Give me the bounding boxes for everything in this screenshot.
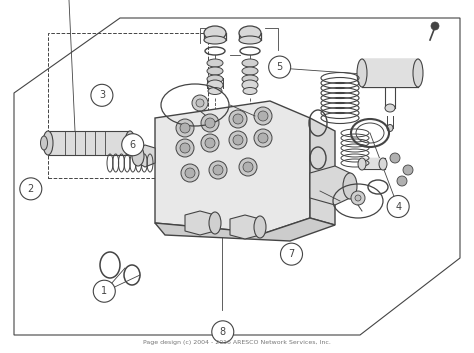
Bar xyxy=(362,158,383,169)
Circle shape xyxy=(403,165,413,175)
Ellipse shape xyxy=(40,136,47,150)
Text: 2: 2 xyxy=(27,184,34,194)
Ellipse shape xyxy=(207,75,223,83)
Ellipse shape xyxy=(132,146,144,166)
Ellipse shape xyxy=(207,59,223,67)
Circle shape xyxy=(355,195,361,201)
Circle shape xyxy=(176,139,194,157)
Text: 5: 5 xyxy=(276,62,283,72)
Ellipse shape xyxy=(43,131,53,155)
Circle shape xyxy=(91,84,113,106)
Ellipse shape xyxy=(204,26,226,40)
Text: 1: 1 xyxy=(101,286,107,296)
Ellipse shape xyxy=(239,36,261,44)
Circle shape xyxy=(212,321,234,343)
Text: Page design (c) 2004 - 2016 ARESCO Network Services, Inc.: Page design (c) 2004 - 2016 ARESCO Netwo… xyxy=(143,340,331,345)
Circle shape xyxy=(122,134,144,156)
Ellipse shape xyxy=(204,36,226,44)
Ellipse shape xyxy=(239,26,261,40)
Circle shape xyxy=(258,133,268,143)
Polygon shape xyxy=(14,18,460,335)
Ellipse shape xyxy=(379,158,387,170)
Circle shape xyxy=(258,111,268,121)
Circle shape xyxy=(281,243,302,265)
Circle shape xyxy=(93,280,115,302)
Circle shape xyxy=(209,161,227,179)
Circle shape xyxy=(201,114,219,132)
Circle shape xyxy=(397,176,407,186)
Ellipse shape xyxy=(242,75,258,83)
Circle shape xyxy=(205,118,215,128)
Ellipse shape xyxy=(242,67,258,75)
Bar xyxy=(48,131,130,155)
Text: 4: 4 xyxy=(395,202,401,211)
Ellipse shape xyxy=(207,67,223,75)
Circle shape xyxy=(254,129,272,147)
Circle shape xyxy=(351,191,365,205)
Ellipse shape xyxy=(242,59,258,67)
Circle shape xyxy=(229,110,247,128)
Circle shape xyxy=(180,123,190,133)
Circle shape xyxy=(205,138,215,148)
Circle shape xyxy=(192,95,208,111)
Text: 6: 6 xyxy=(130,140,136,150)
Ellipse shape xyxy=(413,59,423,87)
Polygon shape xyxy=(185,211,215,235)
Ellipse shape xyxy=(243,88,257,95)
Ellipse shape xyxy=(385,104,395,112)
Ellipse shape xyxy=(128,134,138,152)
Circle shape xyxy=(20,178,42,200)
Circle shape xyxy=(233,135,243,145)
Polygon shape xyxy=(230,215,260,239)
Polygon shape xyxy=(155,101,310,233)
Circle shape xyxy=(213,165,223,175)
Circle shape xyxy=(201,134,219,152)
Circle shape xyxy=(233,114,243,124)
Polygon shape xyxy=(155,218,335,241)
Polygon shape xyxy=(138,145,155,167)
Ellipse shape xyxy=(242,80,258,90)
Circle shape xyxy=(243,162,253,172)
Ellipse shape xyxy=(208,88,222,95)
Text: 8: 8 xyxy=(220,327,226,337)
Circle shape xyxy=(387,196,409,217)
Circle shape xyxy=(239,158,257,176)
Ellipse shape xyxy=(387,125,393,132)
Polygon shape xyxy=(310,118,335,225)
Circle shape xyxy=(431,22,439,30)
Ellipse shape xyxy=(207,80,223,90)
Ellipse shape xyxy=(209,212,221,234)
Text: 7: 7 xyxy=(288,249,295,259)
Circle shape xyxy=(229,131,247,149)
Text: 3: 3 xyxy=(99,90,105,100)
Circle shape xyxy=(196,99,204,107)
Circle shape xyxy=(269,56,291,78)
Ellipse shape xyxy=(254,216,266,238)
Circle shape xyxy=(254,107,272,125)
Circle shape xyxy=(181,164,199,182)
Ellipse shape xyxy=(125,131,135,155)
Ellipse shape xyxy=(358,158,366,170)
Bar xyxy=(48,33,208,178)
Circle shape xyxy=(390,153,400,163)
Bar xyxy=(362,59,418,87)
Circle shape xyxy=(180,143,190,153)
Circle shape xyxy=(185,168,195,178)
Ellipse shape xyxy=(343,173,357,199)
Circle shape xyxy=(176,119,194,137)
Polygon shape xyxy=(310,166,350,205)
Ellipse shape xyxy=(357,59,367,87)
